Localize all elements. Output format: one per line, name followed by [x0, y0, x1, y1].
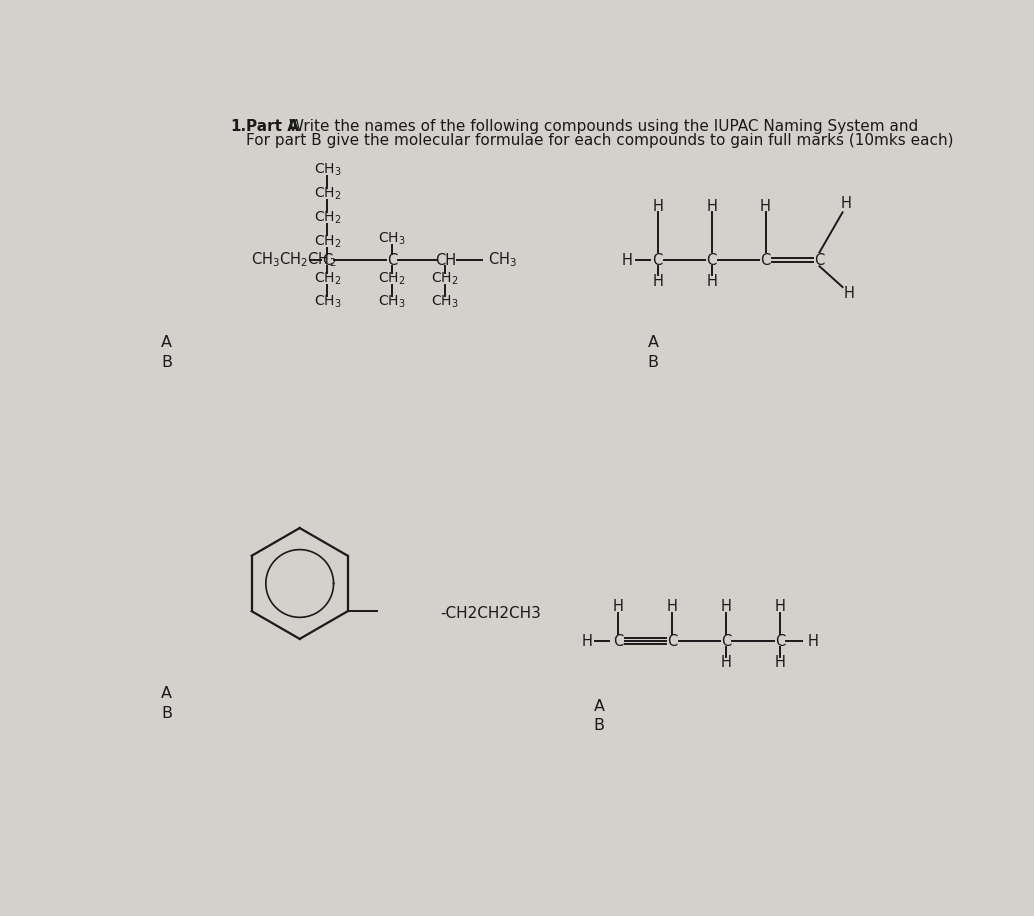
- Text: H: H: [667, 599, 678, 614]
- Text: C: C: [706, 253, 717, 267]
- Text: 1.: 1.: [231, 119, 246, 135]
- Text: H: H: [581, 634, 592, 649]
- Text: H: H: [774, 655, 786, 671]
- Text: C: C: [387, 253, 397, 267]
- Text: H: H: [652, 274, 663, 289]
- Text: H: H: [613, 599, 624, 614]
- Text: H: H: [721, 599, 732, 614]
- Text: A: A: [161, 335, 172, 350]
- Text: H: H: [774, 599, 786, 614]
- Text: $\mathregular{CH_3}$: $\mathregular{CH_3}$: [313, 293, 341, 310]
- Text: $\mathregular{CH_3CH_2CH_2}$: $\mathregular{CH_3CH_2CH_2}$: [251, 251, 337, 269]
- Text: C: C: [760, 253, 770, 267]
- Text: B: B: [647, 355, 659, 370]
- Text: H: H: [808, 634, 819, 649]
- Text: $\mathregular{CH_2}$: $\mathregular{CH_2}$: [431, 270, 459, 287]
- Text: B: B: [161, 706, 172, 721]
- Text: B: B: [161, 355, 172, 370]
- Text: H: H: [841, 196, 852, 212]
- Text: $\mathregular{CH_3}$: $\mathregular{CH_3}$: [313, 162, 341, 179]
- Text: B: B: [594, 718, 605, 734]
- Text: C: C: [776, 634, 785, 649]
- Text: $\mathregular{CH_3}$: $\mathregular{CH_3}$: [378, 230, 406, 246]
- Text: C: C: [721, 634, 731, 649]
- Text: $\mathregular{CH_2}$: $\mathregular{CH_2}$: [313, 210, 341, 226]
- Text: C: C: [613, 634, 624, 649]
- Text: $\mathregular{CH_3}$: $\mathregular{CH_3}$: [488, 251, 517, 269]
- Text: C: C: [667, 634, 677, 649]
- Text: H: H: [844, 286, 854, 300]
- Text: H: H: [760, 199, 771, 213]
- Text: $\mathregular{CH_3}$: $\mathregular{CH_3}$: [431, 293, 459, 310]
- Text: H: H: [706, 199, 718, 213]
- Text: Part A: Part A: [246, 119, 299, 135]
- Text: CH: CH: [434, 253, 456, 267]
- Text: Write the names of the following compounds using the IUPAC Naming System and: Write the names of the following compoun…: [284, 119, 918, 135]
- Text: H: H: [652, 199, 663, 213]
- Text: A: A: [647, 335, 659, 350]
- Text: $\mathregular{CH_2}$: $\mathregular{CH_2}$: [313, 270, 341, 287]
- Text: H: H: [721, 655, 732, 671]
- Text: H: H: [621, 253, 633, 267]
- Text: For part B give the molecular formulae for each compounds to gain full marks (10: For part B give the molecular formulae f…: [246, 133, 953, 148]
- Text: C: C: [652, 253, 663, 267]
- Text: $\mathregular{CH_2}$: $\mathregular{CH_2}$: [313, 234, 341, 250]
- Text: A: A: [594, 699, 605, 714]
- Text: -CH2CH2CH3: -CH2CH2CH3: [440, 606, 541, 621]
- Text: C: C: [815, 253, 824, 267]
- Text: C: C: [323, 253, 333, 267]
- Text: H: H: [706, 274, 718, 289]
- Text: $\mathregular{CH_2}$: $\mathregular{CH_2}$: [313, 186, 341, 202]
- Text: $\mathregular{CH_3}$: $\mathregular{CH_3}$: [378, 293, 406, 310]
- Text: $\mathregular{CH_2}$: $\mathregular{CH_2}$: [378, 270, 405, 287]
- Text: A: A: [161, 686, 172, 701]
